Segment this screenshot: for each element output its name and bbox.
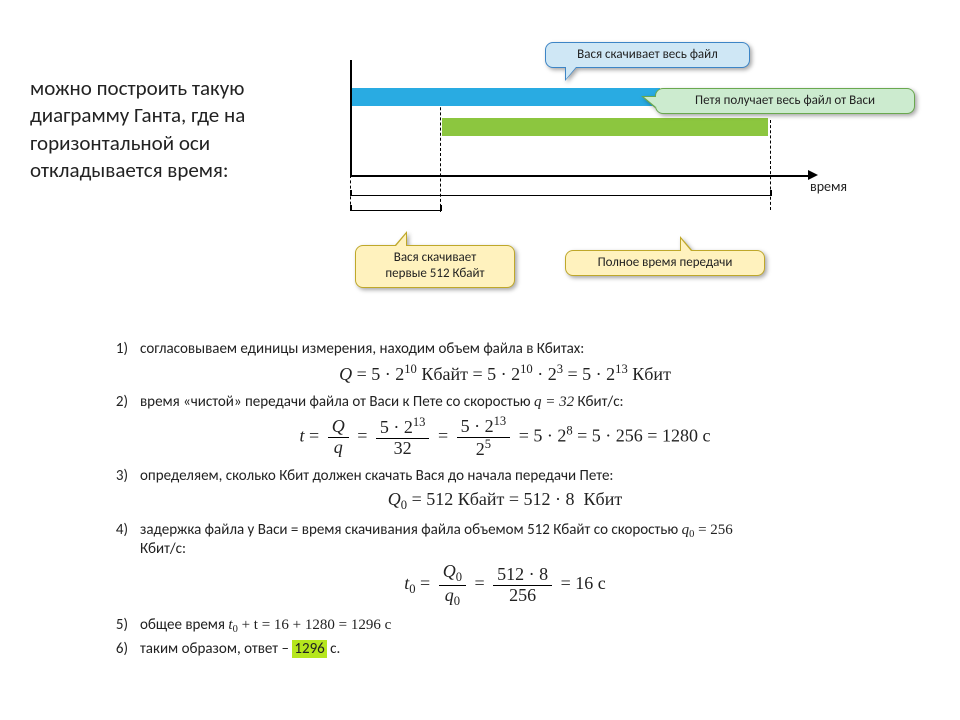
callout-full-time: Полное время передачи <box>565 250 765 276</box>
step-number: 3) <box>90 467 140 485</box>
inline-q0: q0 = 256 <box>682 522 733 538</box>
step-text: задержка файла у Васи = время скачивания… <box>140 521 920 558</box>
formula-t0: t0 = Q0q0 = 512 · 8256 = 16 с <box>90 562 920 608</box>
gantt-x-axis <box>350 175 810 177</box>
tick <box>440 205 442 211</box>
step-text: общее время t0 + t = 16 + 1280 = 1296 с <box>140 616 920 635</box>
formula-Q0: Q0 = 512 Кбайт = 512 · 8 Кбит <box>90 489 920 513</box>
step-text-a: задержка файла у Васи = время скачивания… <box>140 521 682 539</box>
step-2: 2) время «чистой» передачи файла от Васи… <box>90 393 920 411</box>
gantt-dash-end <box>770 120 771 210</box>
callout-vasya-download: Вася скачивает весь файл <box>545 42 750 68</box>
inline-total: t0 + t = 16 + 1280 = 1296 с <box>228 617 391 633</box>
gantt-interval-512 <box>350 210 440 211</box>
step-text-b: Кбит/с: <box>578 393 624 411</box>
callout-text: Петя получает весь файл от Васи <box>695 93 875 108</box>
step-text-a: время «чистой» передачи файла от Васи к … <box>140 393 534 411</box>
step-number: 4) <box>90 521 140 558</box>
callout-petya-receive: Петя получает весь файл от Васи <box>655 88 915 114</box>
inline-q: q = 32 <box>534 394 574 410</box>
callout-tail <box>396 234 406 246</box>
tick <box>350 190 352 196</box>
callout-tail <box>681 239 691 251</box>
step-number: 1) <box>90 340 140 358</box>
formula-Q: Q = 5 · 210 Кбайт = 5 · 210 · 23 = 5 · 2… <box>90 362 920 385</box>
step-1: 1) согласовываем единицы измерения, нахо… <box>90 340 920 358</box>
step-text-b: Кбит/с: <box>140 540 186 558</box>
step-number: 5) <box>90 616 140 635</box>
gantt-y-axis <box>350 60 352 175</box>
step-text: таким образом, ответ – 1296 с. <box>140 640 920 658</box>
step-3: 3) определяем, сколько Кбит должен скача… <box>90 467 920 485</box>
step-number: 2) <box>90 393 140 411</box>
gantt-bar-petya <box>442 118 768 136</box>
step-text: согласовываем единицы измерения, находим… <box>140 340 920 358</box>
step-6: 6) таким образом, ответ – 1296 с. <box>90 640 920 658</box>
callout-text: Полное время передачи <box>598 255 733 270</box>
gantt-axis-label: время <box>810 178 847 195</box>
step-text-a: общее время <box>140 616 228 634</box>
callout-tail <box>566 67 576 79</box>
step-text: определяем, сколько Кбит должен скачать … <box>140 467 920 485</box>
step-5: 5) общее время t0 + t = 16 + 1280 = 1296… <box>90 616 920 635</box>
callout-text: Вася скачивает весь файл <box>577 47 718 62</box>
answer-highlight: 1296 <box>292 640 326 658</box>
callout-line1: Вася скачивает <box>394 250 477 265</box>
gantt-interval-full <box>350 195 770 196</box>
callout-tail <box>644 97 656 107</box>
formula-t: t = Qq = 5 · 21332 = 5 · 21325 = 5 · 28 … <box>90 415 920 459</box>
gantt-dash-512 <box>440 92 441 212</box>
step-text-a: таким образом, ответ – <box>140 640 292 658</box>
callout-first-512: Вася скачивает первые 512 Кбайт <box>355 245 515 288</box>
callout-line2: первые 512 Кбайт <box>385 266 484 281</box>
step-number: 6) <box>90 640 140 658</box>
gantt-bar-vasya <box>352 88 660 106</box>
step-text: время «чистой» передачи файла от Васи к … <box>140 393 920 411</box>
step-4: 4) задержка файла у Васи = время скачива… <box>90 521 920 558</box>
step-text-b: с. <box>327 640 341 658</box>
tick <box>350 205 352 211</box>
tick <box>770 190 772 196</box>
intro-heading: можно построить такую диаграмму Ганта, г… <box>30 75 290 184</box>
solution-steps: 1) согласовываем единицы измерения, нахо… <box>90 340 920 662</box>
